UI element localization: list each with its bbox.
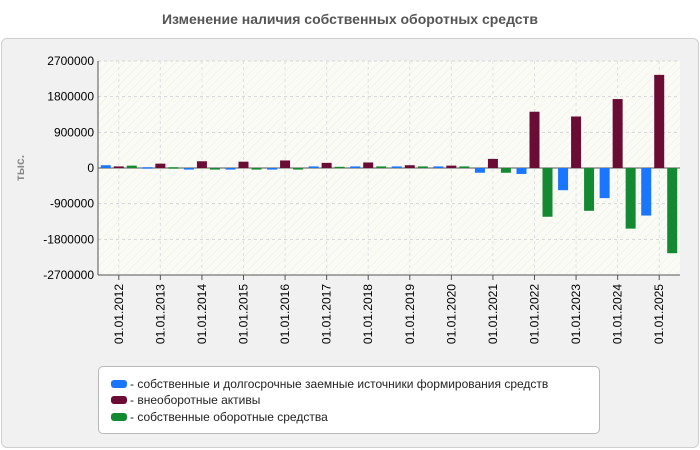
x-tick-label: 01.01.2016 xyxy=(278,284,292,344)
bar-sources xyxy=(391,166,402,168)
bar-sources xyxy=(474,168,485,173)
bar-working-capital xyxy=(667,168,678,254)
x-tick-label: 01.01.2025 xyxy=(652,284,666,344)
bar-working-capital xyxy=(168,167,179,169)
x-tick-label: 01.01.2023 xyxy=(569,284,583,344)
bar-fixed-assets xyxy=(571,116,582,168)
x-tick-label: 01.01.2018 xyxy=(361,284,375,344)
bar-fixed-assets xyxy=(363,162,374,168)
chart-title: Изменение наличия собственных оборотных … xyxy=(161,11,539,27)
y-tick-label: -2700000 xyxy=(43,268,94,282)
bar-working-capital xyxy=(417,166,428,168)
y-tick-label: 1800000 xyxy=(47,90,94,104)
x-tick-label: 01.01.2019 xyxy=(403,284,417,344)
bar-fixed-assets xyxy=(238,161,249,168)
legend-label-fixed-assets: внеоборотные активы xyxy=(137,393,261,407)
bar-fixed-assets xyxy=(155,163,166,168)
legend-swatch-sources xyxy=(111,379,127,388)
bar-working-capital xyxy=(584,168,595,211)
x-tick-label: 01.01.2014 xyxy=(195,284,209,344)
bar-sources xyxy=(599,168,610,199)
bar-sources xyxy=(433,166,444,168)
bar-sources xyxy=(100,165,111,168)
bar-working-capital xyxy=(126,165,137,168)
bar-working-capital xyxy=(625,168,636,229)
bar-fixed-assets xyxy=(654,74,665,168)
bar-fixed-assets xyxy=(446,165,457,168)
legend-swatch-fixed-assets xyxy=(111,395,127,404)
legend-item-sources: - собственные и долгосрочные заемные ист… xyxy=(111,376,548,392)
y-tick-label: 2700000 xyxy=(47,54,94,68)
x-tick-label: 01.01.2013 xyxy=(153,284,167,344)
y-axis-label: тыс. xyxy=(13,155,27,181)
bar-sources xyxy=(350,166,361,168)
y-tick-label: 0 xyxy=(87,161,94,175)
bar-fixed-assets xyxy=(196,161,207,168)
legend: - собственные и долгосрочные заемные ист… xyxy=(98,366,600,434)
bar-fixed-assets xyxy=(404,165,415,168)
bar-working-capital xyxy=(500,168,511,173)
x-tick-label: 01.01.2020 xyxy=(444,284,458,344)
x-tick-label: 01.01.2017 xyxy=(320,284,334,344)
x-tick-label: 01.01.2012 xyxy=(112,284,126,344)
legend-item-fixed-assets: - внеоборотные активы xyxy=(111,392,260,408)
bar-working-capital xyxy=(209,168,220,170)
bar-fixed-assets xyxy=(280,160,291,168)
bar-sources xyxy=(225,168,236,170)
legend-label-sources: собственные и долгосрочные заемные источ… xyxy=(137,377,549,391)
y-tick-label: -900000 xyxy=(50,197,94,211)
bar-fixed-assets xyxy=(113,166,124,168)
bar-sources xyxy=(558,168,569,191)
x-tick-label: 01.01.2015 xyxy=(237,284,251,344)
bar-sources xyxy=(142,167,153,169)
bar-sources xyxy=(516,168,527,174)
y-tick-label: 900000 xyxy=(54,125,94,139)
legend-swatch-working-capital xyxy=(111,412,127,421)
bar-working-capital xyxy=(334,166,345,169)
bar-working-capital xyxy=(251,168,262,170)
bar-fixed-assets xyxy=(487,158,498,168)
bar-working-capital xyxy=(293,168,304,170)
y-tick-label: -1800000 xyxy=(43,232,94,246)
bar-working-capital xyxy=(376,166,387,168)
x-tick-label: 01.01.2024 xyxy=(611,284,625,344)
legend-label-working-capital: собственные оборотные средства xyxy=(137,410,328,424)
bar-fixed-assets xyxy=(321,162,332,168)
bar-sources xyxy=(308,166,319,168)
bar-working-capital xyxy=(542,168,553,217)
legend-item-working-capital: - собственные оборотные средства xyxy=(111,409,328,425)
x-tick-label: 01.01.2021 xyxy=(486,284,500,344)
bar-working-capital xyxy=(459,166,470,168)
bar-sources xyxy=(183,168,194,170)
bar-sources xyxy=(267,168,278,170)
bar-sources xyxy=(641,168,652,216)
bar-fixed-assets xyxy=(612,99,623,168)
x-tick-label: 01.01.2022 xyxy=(528,284,542,344)
bar-fixed-assets xyxy=(529,111,540,168)
